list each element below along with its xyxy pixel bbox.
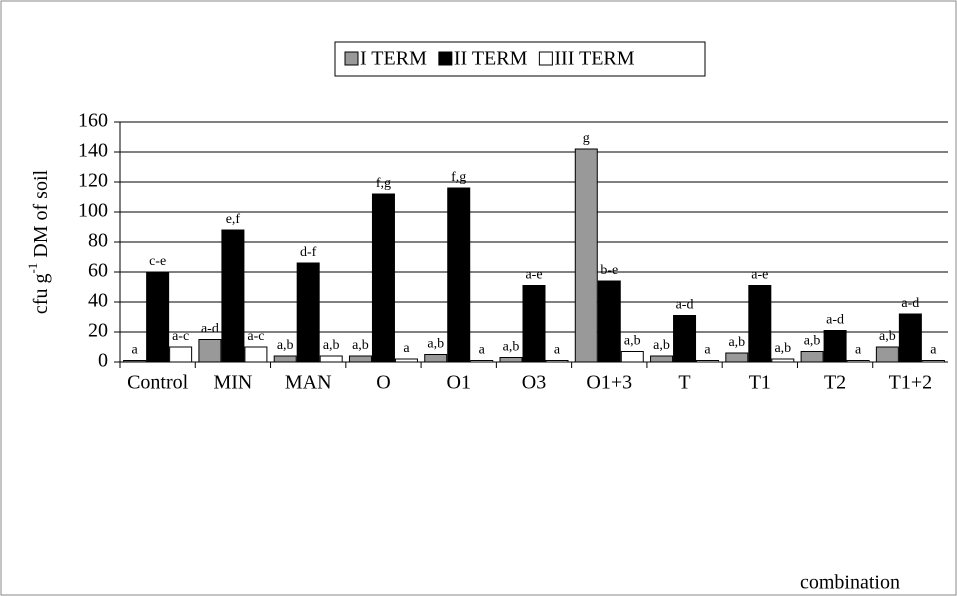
value-label: a (479, 343, 486, 358)
bar (146, 271, 170, 363)
y-label-main: cfu g (30, 274, 52, 315)
x-tick-label: T1 (749, 372, 771, 394)
value-label: a,b (323, 338, 340, 353)
legend-swatch (538, 51, 553, 66)
y-label-sup: -1 (25, 263, 40, 274)
value-label: a,b (774, 341, 791, 356)
y-tick-label: 120 (78, 170, 108, 192)
value-label: a-d (901, 296, 919, 311)
y-tick-label: 160 (78, 110, 108, 132)
value-label: a (132, 343, 139, 358)
value-label: a (403, 341, 410, 356)
value-label: a,b (503, 340, 520, 355)
bar (620, 351, 644, 363)
value-label: a-d (826, 313, 844, 328)
value-label: a,b (352, 338, 369, 353)
y-tick-label: 0 (98, 350, 108, 372)
value-label: a (930, 343, 937, 358)
value-label: a (704, 343, 711, 358)
bar (823, 330, 847, 363)
value-label: a-e (525, 268, 542, 283)
value-label: a,b (804, 334, 821, 349)
value-label: d-f (300, 245, 317, 260)
value-label: a (554, 343, 561, 358)
x-tick-label: MAN (285, 372, 332, 394)
bar (499, 357, 523, 363)
y-tick-label: 40 (88, 290, 108, 312)
x-tick-label: T2 (824, 372, 846, 394)
x-tick-label: MIN (213, 372, 252, 394)
x-tick-label: O1 (447, 372, 471, 394)
x-tick-label: Control (127, 372, 189, 394)
value-label: b-e (600, 263, 618, 278)
value-label: c-e (149, 254, 166, 269)
value-label: a,b (277, 338, 294, 353)
value-label: a (855, 343, 862, 358)
value-label: a-d (676, 298, 694, 313)
y-tick-label: 100 (78, 200, 108, 222)
bar (800, 351, 824, 363)
value-label: a,b (728, 335, 745, 350)
value-label: a,b (427, 337, 444, 352)
bar (296, 262, 320, 363)
bar (574, 148, 598, 363)
value-label: a,b (879, 329, 896, 344)
legend-label: III TERM (554, 48, 634, 70)
y-tick-label: 20 (88, 320, 108, 342)
bar (348, 355, 372, 363)
value-label: a-d (201, 322, 219, 337)
x-tick-label: O (376, 372, 390, 394)
x-tick-label: T (678, 372, 690, 394)
bar (748, 285, 772, 363)
legend-swatch (438, 51, 453, 66)
bar (650, 355, 674, 363)
bar (725, 352, 749, 363)
legend-swatch (344, 51, 359, 66)
x-tick-label: T1+2 (889, 372, 933, 394)
value-label: e,f (226, 212, 241, 227)
bar (424, 354, 448, 363)
bar (597, 280, 621, 363)
bar (898, 313, 922, 363)
x-tick-label: O3 (522, 372, 546, 394)
value-label: a-c (172, 329, 189, 344)
bar (221, 229, 245, 363)
bar (319, 355, 343, 363)
x-axis-label: combination (800, 572, 900, 594)
value-label: a,b (653, 338, 670, 353)
y-tick-label: 140 (78, 140, 108, 162)
x-tick-label: O1+3 (586, 372, 632, 394)
bar (371, 193, 395, 363)
bar (169, 346, 193, 363)
y-tick-label: 80 (88, 230, 108, 252)
value-label: a-e (751, 268, 768, 283)
value-label: f,g (451, 170, 466, 185)
value-label: f,g (376, 176, 391, 191)
value-label: a-c (247, 329, 264, 344)
y-tick-label: 60 (88, 260, 108, 282)
legend-label: II TERM (454, 48, 528, 70)
value-label: a,b (624, 334, 641, 349)
value-label: g (583, 131, 590, 146)
bar (198, 339, 222, 363)
legend-box (334, 41, 706, 77)
y-axis-label: cfu g-1 DM of soil (25, 169, 52, 314)
bar (244, 346, 268, 363)
bar (875, 346, 899, 363)
legend-label: I TERM (360, 48, 427, 70)
bar (447, 187, 471, 363)
y-label-rest: DM of soil (30, 169, 52, 262)
bar (673, 315, 697, 363)
bar (273, 355, 297, 363)
bar (522, 285, 546, 363)
